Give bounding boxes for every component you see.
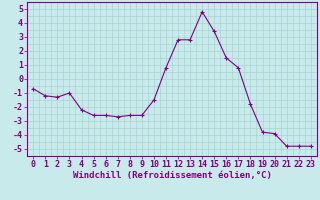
X-axis label: Windchill (Refroidissement éolien,°C): Windchill (Refroidissement éolien,°C) (73, 171, 271, 180)
